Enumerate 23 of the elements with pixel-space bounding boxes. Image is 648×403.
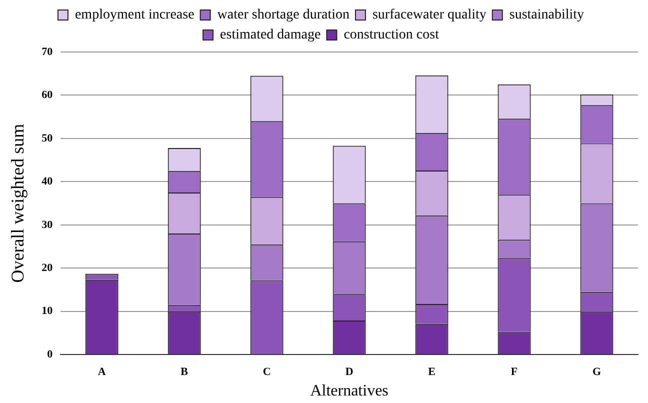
legend-label: water shortage duration — [217, 8, 350, 23]
y-tick-label: 70 — [42, 46, 54, 58]
y-axis-title: Overall weighted sum — [8, 124, 28, 283]
x-tick-label: D — [345, 366, 354, 378]
x-tick-label: B — [180, 366, 189, 378]
y-tick-label: 50 — [42, 132, 54, 144]
x-tick-label: E — [428, 366, 436, 378]
legend-label: surfacewater quality — [372, 8, 486, 23]
y-tick-label: 0 — [47, 348, 54, 360]
y-tick-label: 40 — [42, 176, 54, 188]
legend-label: construction cost — [344, 28, 440, 43]
y-tick-label: 10 — [42, 305, 54, 318]
x-tick-label: C — [262, 366, 271, 378]
legend-label: sustainability — [509, 8, 584, 23]
y-tick-label: 30 — [42, 218, 54, 231]
x-axis-title: Alternatives — [310, 382, 388, 400]
x-tick-label: F — [510, 366, 518, 378]
x-tick-label: A — [98, 366, 106, 378]
x-tick-label: G — [592, 366, 602, 378]
y-tick-label: 60 — [42, 89, 54, 102]
legend-label: estimated damage — [220, 28, 321, 43]
y-tick-label: 20 — [42, 262, 54, 274]
legend-label: employment increase — [74, 8, 194, 23]
